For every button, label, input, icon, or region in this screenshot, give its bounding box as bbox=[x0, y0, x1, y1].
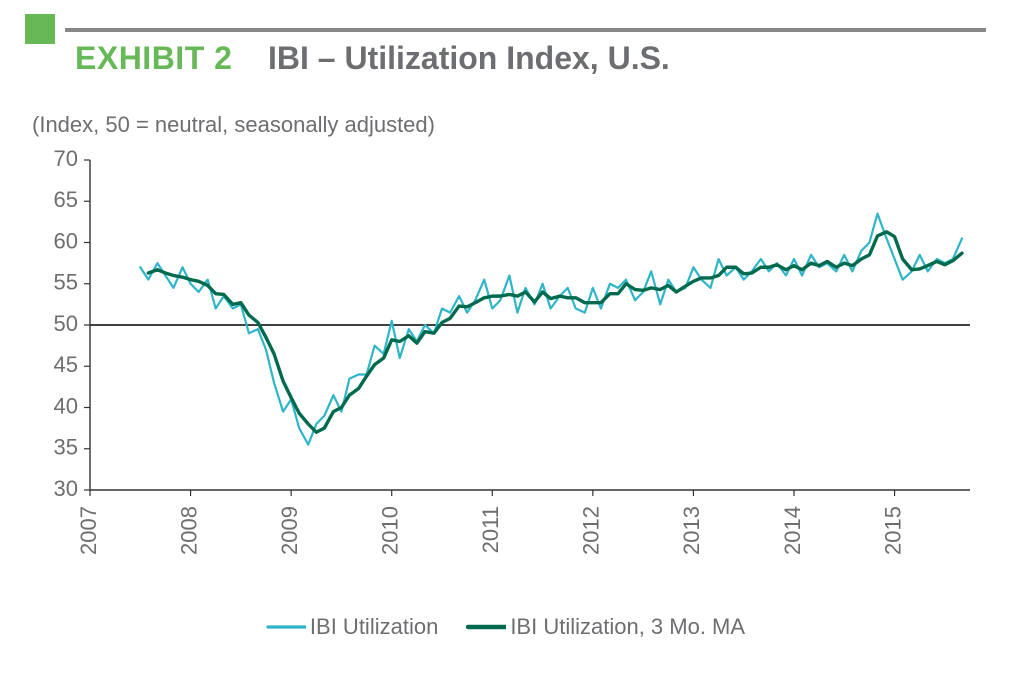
svg-text:2009: 2009 bbox=[277, 506, 302, 555]
svg-text:40: 40 bbox=[54, 393, 78, 418]
svg-text:45: 45 bbox=[54, 352, 78, 377]
svg-text:65: 65 bbox=[54, 187, 78, 212]
svg-text:30: 30 bbox=[54, 476, 78, 501]
svg-text:2013: 2013 bbox=[679, 506, 704, 555]
svg-text:70: 70 bbox=[54, 150, 78, 171]
legend-label: IBI Utilization bbox=[310, 614, 438, 639]
svg-text:2011: 2011 bbox=[478, 506, 503, 553]
svg-text:60: 60 bbox=[54, 228, 78, 253]
header-line bbox=[65, 28, 986, 32]
line-chart: 30 35 40 45 50 55 60 65 70 2007 2008 2009 2010 2011 20… bbox=[32, 150, 982, 600]
svg-text:2008: 2008 bbox=[176, 506, 201, 555]
exhibit-label: EXHIBIT 2 bbox=[75, 40, 232, 76]
legend: IBI Utilization IBI Utilization, 3 Mo. MA bbox=[0, 613, 1011, 640]
title-text: IBI – Utilization Index, U.S. bbox=[268, 40, 670, 76]
legend-item: IBI Utilization bbox=[266, 613, 438, 640]
chart-subtitle: (Index, 50 = neutral, seasonally adjuste… bbox=[32, 112, 435, 138]
svg-text:50: 50 bbox=[54, 311, 78, 336]
svg-text:2007: 2007 bbox=[76, 506, 101, 555]
svg-text:35: 35 bbox=[54, 435, 78, 460]
legend-label: IBI Utilization, 3 Mo. MA bbox=[510, 614, 745, 639]
svg-text:55: 55 bbox=[54, 270, 78, 295]
svg-text:2012: 2012 bbox=[579, 506, 604, 555]
legend-item: IBI Utilization, 3 Mo. MA bbox=[466, 613, 745, 640]
header-rule bbox=[25, 28, 986, 32]
svg-text:2010: 2010 bbox=[378, 506, 403, 555]
chart-title: EXHIBIT 2 IBI – Utilization Index, U.S. bbox=[75, 40, 670, 77]
svg-text:2014: 2014 bbox=[780, 506, 805, 555]
svg-text:2015: 2015 bbox=[880, 506, 905, 555]
header-square-icon bbox=[25, 14, 55, 44]
